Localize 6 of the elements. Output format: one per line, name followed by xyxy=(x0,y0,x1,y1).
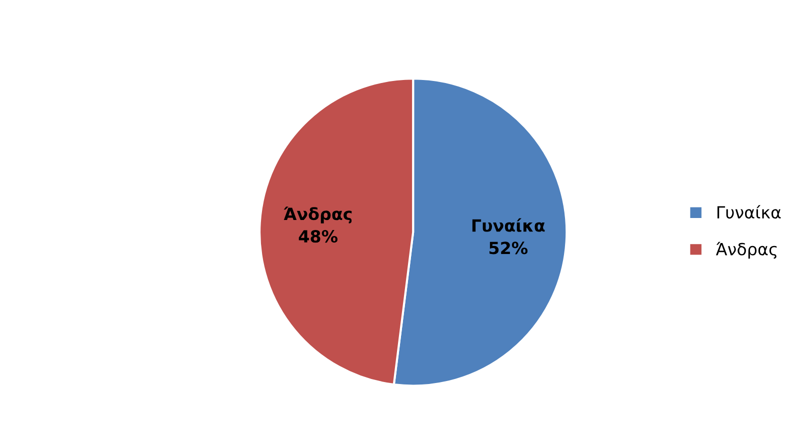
slice-label: Άνδρας xyxy=(284,206,352,224)
data-label: 52% xyxy=(489,242,528,254)
data-label: 48% xyxy=(298,230,338,243)
legend-label: Άνδρας xyxy=(716,242,777,259)
legend-label: Γυναίκα xyxy=(717,205,781,219)
slice-label: Γυναίκα xyxy=(472,218,545,232)
